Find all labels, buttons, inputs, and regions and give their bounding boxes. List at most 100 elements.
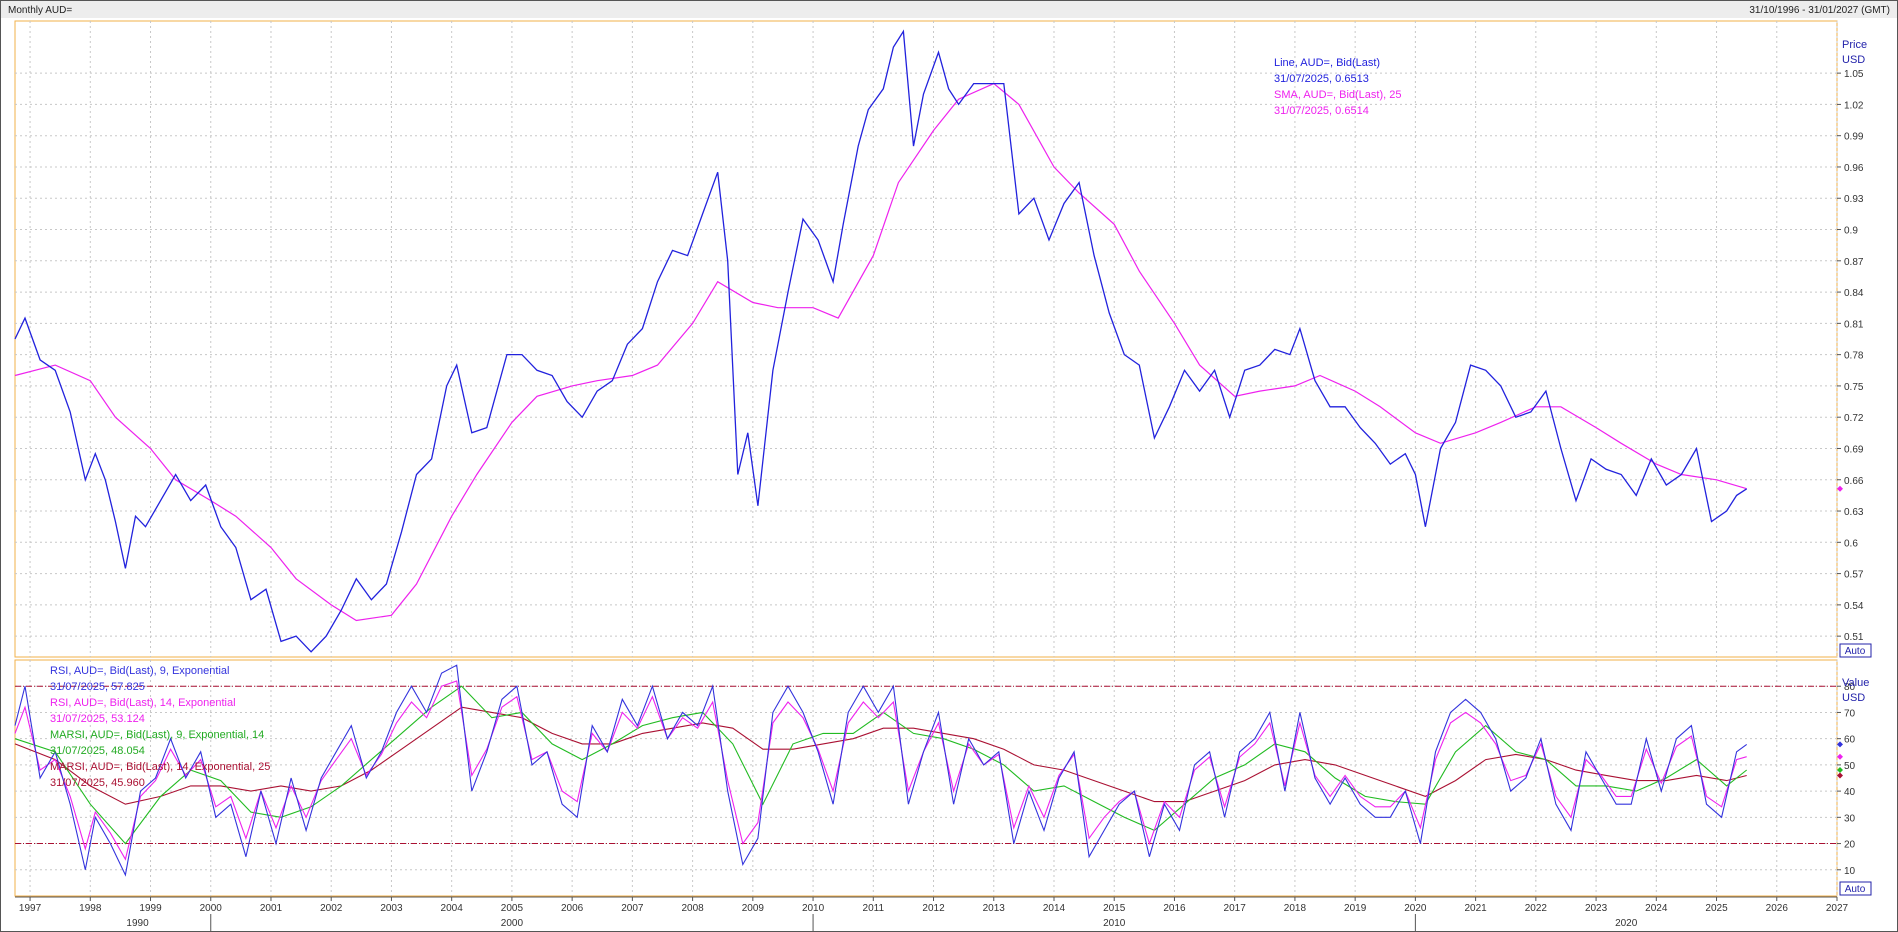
last-value-markers — [1837, 485, 1843, 779]
indicator-panel-border — [14, 659, 1838, 897]
price-tick-label: 0.66 — [1844, 476, 1864, 487]
indicator-tick-label: 10 — [1844, 866, 1856, 877]
title-bar — [1, 1, 1897, 18]
x-year-label: 2019 — [1344, 903, 1367, 914]
x-year-label: 2006 — [561, 903, 584, 914]
indicator-tick-label: 60 — [1844, 735, 1856, 746]
x-year-label: 2023 — [1585, 903, 1608, 914]
price-tick-label: 0.57 — [1844, 570, 1864, 581]
price-tick-label: 0.54 — [1844, 601, 1864, 612]
price-grid — [15, 21, 1838, 657]
legend-sma-name: SMA, AUD=, Bid(Last), 25 — [1274, 89, 1401, 101]
sma-last-marker — [1837, 485, 1843, 492]
legend-marsi14-name: MARSI, AUD=, Bid(Last), 14, Exponential,… — [50, 761, 270, 773]
chart-title: Monthly AUD= — [8, 5, 72, 16]
price-series — [14, 29, 1748, 653]
x-year-label: 2025 — [1705, 903, 1728, 914]
x-year-label: 2000 — [200, 903, 223, 914]
legend-rsi9-name: RSI, AUD=, Bid(Last), 9, Exponential — [50, 665, 229, 677]
legend-rsi9-value: 31/07/2025, 57.825 — [50, 681, 145, 693]
price-tick-label: 0.6 — [1844, 538, 1858, 549]
sma-line — [14, 82, 1747, 622]
legend-price-line-value: 31/07/2025, 0.6513 — [1274, 73, 1369, 85]
price-tick-label: 0.78 — [1844, 351, 1864, 362]
indicator-tick-label: 30 — [1844, 813, 1856, 824]
indicator-legend: RSI, AUD=, Bid(Last), 9, Exponential 31/… — [50, 665, 270, 789]
x-year-label: 2014 — [1043, 903, 1066, 914]
x-year-label: 1999 — [139, 903, 162, 914]
indicator-tick-label: 50 — [1844, 761, 1856, 772]
price-tick-label: 0.84 — [1844, 288, 1864, 299]
level-lines — [15, 685, 1837, 845]
x-axis: 1997 1998 1999 2000 2001 2002 2003 2004 2005 2006… — [19, 897, 1849, 931]
x-year-label: 2015 — [1103, 903, 1126, 914]
legend-rsi14-name: RSI, AUD=, Bid(Last), 14, Exponential — [50, 697, 236, 709]
price-tick-label: 1.02 — [1844, 100, 1864, 111]
indicator-tick-label: 20 — [1844, 840, 1856, 851]
x-year-label: 2013 — [983, 903, 1006, 914]
x-year-label: 1998 — [79, 903, 102, 914]
x-year-label: 2018 — [1284, 903, 1307, 914]
marsi9-last-marker — [1837, 766, 1843, 773]
indicator-tick-label: 70 — [1844, 708, 1856, 719]
x-year-label: 2011 — [863, 903, 885, 914]
price-tick-label: 0.75 — [1844, 382, 1864, 393]
rsi9-last-marker — [1837, 741, 1843, 748]
x-decade-label: 2010 — [1103, 918, 1126, 929]
legend-rsi14-value: 31/07/2025, 53.124 — [50, 713, 145, 725]
x-year-label: 2024 — [1645, 903, 1668, 914]
x-year-label: 2027 — [1826, 903, 1849, 914]
price-tick-label: 0.63 — [1844, 507, 1864, 518]
indicator-auto-label: Auto — [1845, 884, 1866, 895]
indicator-tick-label: 80 — [1844, 682, 1856, 693]
legend-marsi14-value: 31/07/2025, 45.960 — [50, 777, 145, 789]
x-decade-label: 2020 — [1615, 918, 1638, 929]
price-tick-label: 0.87 — [1844, 257, 1864, 268]
x-year-label: 2022 — [1525, 903, 1548, 914]
x-year-label: 2020 — [1404, 903, 1427, 914]
price-axis-title: Price — [1842, 39, 1867, 51]
indicator-axis: 10 20 30 40 50 60 70 80 — [1837, 682, 1856, 877]
x-year-label: 2017 — [1224, 903, 1247, 914]
x-year-label: 2012 — [922, 903, 945, 914]
indicator-axis-unit: USD — [1842, 692, 1865, 704]
legend-price-line-name: Line, AUD=, Bid(Last) — [1274, 57, 1380, 69]
legend-marsi9-value: 31/07/2025, 48.054 — [50, 745, 145, 757]
price-tick-label: 0.81 — [1844, 319, 1864, 330]
indicator-auto-button[interactable]: Auto — [1839, 881, 1872, 896]
price-tick-label: 0.51 — [1844, 632, 1864, 643]
x-year-label: 2003 — [380, 903, 403, 914]
price-tick-label: 0.9 — [1844, 226, 1858, 237]
x-year-label: 2008 — [681, 903, 704, 914]
price-auto-button[interactable]: Auto — [1839, 643, 1872, 658]
rsi9-line — [14, 664, 1748, 877]
price-legend: Line, AUD=, Bid(Last) 31/07/2025, 0.6513… — [1274, 57, 1401, 117]
legend-sma-value: 31/07/2025, 0.6514 — [1274, 105, 1369, 117]
price-tick-label: 0.96 — [1844, 163, 1864, 174]
x-year-label: 2026 — [1766, 903, 1789, 914]
x-year-label: 1997 — [19, 903, 42, 914]
x-year-label: 2010 — [802, 903, 825, 914]
rsi14-last-marker — [1837, 753, 1843, 760]
x-year-label: 2007 — [621, 903, 644, 914]
indicator-axis-title: Value — [1842, 677, 1869, 689]
date-range: 31/10/1996 - 31/01/2027 (GMT) — [1749, 5, 1890, 16]
x-year-label: 2001 — [260, 903, 283, 914]
x-year-label: 2009 — [742, 903, 765, 914]
x-decade-label: 1990 — [126, 918, 149, 929]
legend-marsi9-name: MARSI, AUD=, Bid(Last), 9, Exponential, … — [50, 729, 264, 741]
x-decade-label: 2000 — [501, 918, 524, 929]
indicator-tick-label: 40 — [1844, 787, 1856, 798]
x-year-label: 2005 — [501, 903, 524, 914]
x-year-label: 2004 — [441, 903, 464, 914]
price-tick-label: 0.93 — [1844, 194, 1864, 205]
price-auto-label: Auto — [1845, 646, 1866, 657]
price-axis: 0.51 0.54 0.57 0.6 0.63 0.66 0.69 0.72 0.75 0.78 0… — [1837, 69, 1864, 643]
price-axis-unit: USD — [1842, 54, 1865, 66]
x-year-label: 2016 — [1163, 903, 1186, 914]
x-year-label: 2021 — [1464, 903, 1487, 914]
marsi14-last-marker — [1837, 772, 1843, 779]
price-tick-label: 0.72 — [1844, 413, 1864, 424]
price-line — [14, 29, 1748, 653]
